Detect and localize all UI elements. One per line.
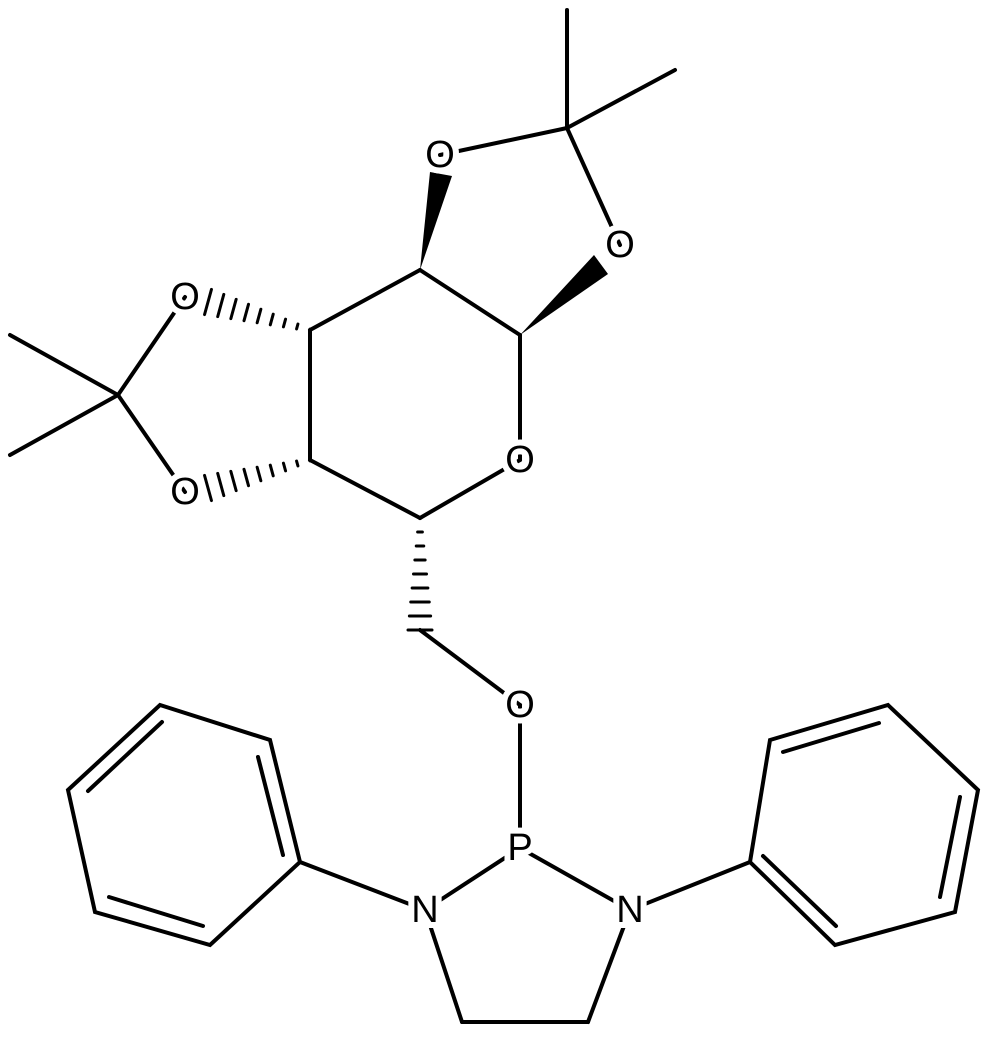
atom-label: O	[505, 439, 535, 481]
atom-label: N	[411, 889, 438, 931]
bond	[423, 908, 464, 1024]
hash	[295, 459, 300, 468]
atom-label: P	[507, 827, 532, 869]
bond	[438, 126, 569, 157]
hash	[229, 297, 238, 321]
bond	[761, 854, 838, 928]
bond	[418, 268, 522, 337]
hash	[281, 317, 288, 329]
atom-label: O	[505, 684, 535, 726]
bond	[418, 628, 522, 707]
hash	[295, 322, 300, 331]
hash	[229, 469, 238, 493]
bond	[520, 255, 608, 335]
atom-labels: O O O O O O P N N	[164, 128, 650, 937]
hash	[281, 461, 288, 473]
hash	[255, 307, 263, 325]
bond	[418, 458, 522, 520]
hash	[255, 465, 263, 483]
bond	[8, 393, 120, 457]
atom-label: N	[616, 889, 643, 931]
bond	[298, 860, 427, 912]
bond	[256, 755, 285, 857]
bond	[86, 720, 164, 793]
bond	[938, 795, 962, 899]
bond	[308, 268, 422, 332]
bond	[65, 702, 303, 948]
hash	[203, 473, 213, 503]
bond	[420, 172, 452, 270]
bond	[781, 721, 881, 754]
bond	[586, 908, 632, 1024]
bond	[628, 860, 752, 912]
hash	[242, 302, 251, 323]
bond	[565, 68, 677, 130]
bond	[565, 126, 622, 247]
hash	[308, 457, 312, 463]
hash	[308, 327, 312, 333]
bond	[8, 333, 120, 397]
atom-label: O	[170, 471, 200, 513]
hash	[268, 463, 275, 478]
hash	[203, 287, 213, 317]
bond	[107, 895, 205, 928]
bond	[747, 702, 981, 948]
hash	[268, 312, 275, 327]
bond	[308, 458, 422, 520]
bonds	[8, 8, 981, 1024]
bond	[518, 846, 632, 912]
bond	[423, 846, 522, 912]
atom-label: O	[605, 224, 635, 266]
bond	[116, 393, 187, 494]
atom-label: O	[425, 134, 455, 176]
bond	[116, 295, 187, 397]
hash	[242, 467, 251, 488]
hashed-bonds	[203, 287, 434, 632]
hash	[216, 292, 226, 319]
hash	[216, 471, 226, 498]
atom-label: O	[170, 276, 200, 318]
